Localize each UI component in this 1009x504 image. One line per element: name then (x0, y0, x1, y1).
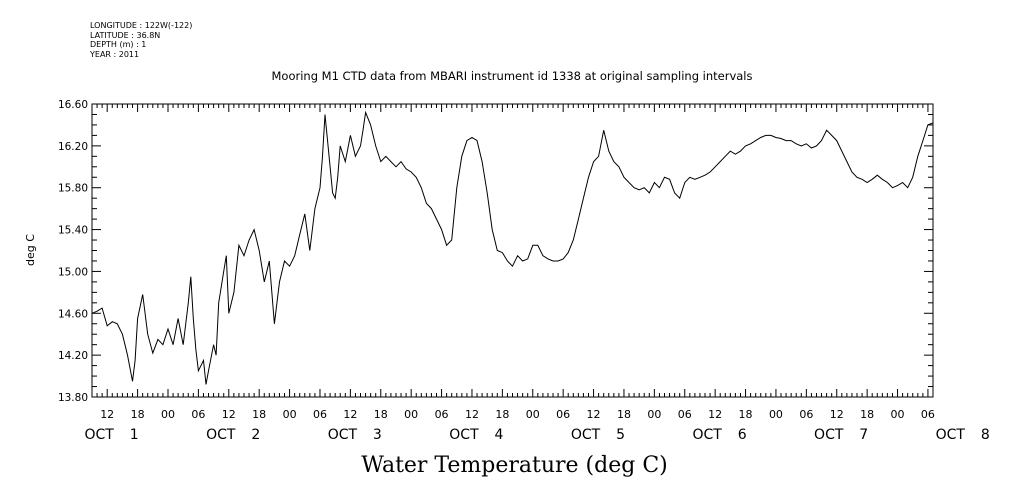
x-hour-label: 00 (891, 408, 905, 421)
y-tick-label: 15.80 (58, 183, 88, 195)
x-hour-label: 12 (100, 408, 114, 421)
x-day-label: OCT (692, 427, 722, 443)
y-tick-label: 16.20 (58, 141, 88, 153)
x-hour-label: 06 (678, 408, 692, 421)
x-hour-label: 00 (769, 408, 783, 421)
x-day-label: OCT (571, 427, 601, 443)
x-hour-label: 18 (131, 408, 145, 421)
x-hour-label: 12 (465, 408, 479, 421)
x-hour-label: 18 (374, 408, 388, 421)
y-tick-label: 15.40 (58, 225, 88, 237)
latitude-label: LATITUDE : 36.8N (90, 30, 161, 40)
x-hour-label: 12 (830, 408, 844, 421)
x-day-label: OCT (936, 427, 966, 443)
x-day-number: 5 (616, 427, 625, 443)
x-axis-title: Water Temperature (deg C) (361, 453, 668, 478)
x-hour-label: 06 (313, 408, 327, 421)
x-hour-label: 00 (283, 408, 297, 421)
x-hour-label: 18 (252, 408, 266, 421)
x-hour-label: 06 (435, 408, 449, 421)
x-axis: 12 18 00 06 12 18 00 06 12 18 00 06 12 18 00 06 12 18 00 06… (85, 104, 990, 443)
x-day-number: 6 (738, 427, 747, 443)
x-hour-label: 18 (739, 408, 753, 421)
x-hour-label: 18 (617, 408, 631, 421)
x-hour-label: 00 (647, 408, 661, 421)
y-axis-label: deg C (24, 234, 37, 266)
x-hour-label: 12 (343, 408, 357, 421)
x-day-label: OCT (206, 427, 236, 443)
x-hour-label: 06 (921, 408, 935, 421)
x-hour-label: 00 (161, 408, 175, 421)
x-hour-label: 18 (860, 408, 874, 421)
y-tick-label: 15.00 (58, 266, 88, 278)
x-hour-label: 06 (191, 408, 205, 421)
x-day-label: OCT (814, 427, 844, 443)
x-day-number: 4 (495, 427, 504, 443)
x-hour-label: 12 (587, 408, 601, 421)
x-hour-label: 00 (526, 408, 540, 421)
y-tick-label: 14.60 (58, 308, 88, 320)
depth-label: DEPTH (m) : 1 (90, 40, 147, 49)
x-hour-label: 12 (708, 408, 722, 421)
x-hour-label: 00 (404, 408, 418, 421)
x-day-label: OCT (85, 427, 115, 443)
chart-title: Mooring M1 CTD data from MBARI instrumen… (271, 69, 753, 83)
x-day-number: 1 (130, 427, 139, 443)
year-label: YEAR : 2011 (90, 49, 140, 59)
temperature-series-line (91, 110, 934, 385)
plot-frame (91, 103, 934, 398)
x-hour-label: 06 (799, 408, 813, 421)
x-hour-label: 18 (495, 408, 509, 421)
y-tick-label: 16.60 (58, 99, 88, 111)
x-day-number: 7 (859, 427, 868, 443)
x-hour-label: 12 (222, 408, 236, 421)
x-hour-label: 06 (556, 408, 570, 421)
metadata-block: LONGITUDE : 122W(-122) LATITUDE : 36.8N … (90, 21, 192, 59)
y-axis: 13.80 14.20 14.60 15.00 15.40 15.80 16.20 16.60 (58, 99, 933, 404)
y-tick-label: 13.80 (58, 392, 88, 404)
x-day-number: 2 (251, 427, 260, 443)
longitude-label: LONGITUDE : 122W(-122) (90, 21, 193, 30)
x-day-number: 3 (373, 427, 382, 443)
x-day-label: OCT (449, 427, 479, 443)
x-day-label: OCT (328, 427, 358, 443)
y-tick-label: 14.20 (58, 350, 88, 362)
x-day-number: 8 (981, 427, 990, 443)
